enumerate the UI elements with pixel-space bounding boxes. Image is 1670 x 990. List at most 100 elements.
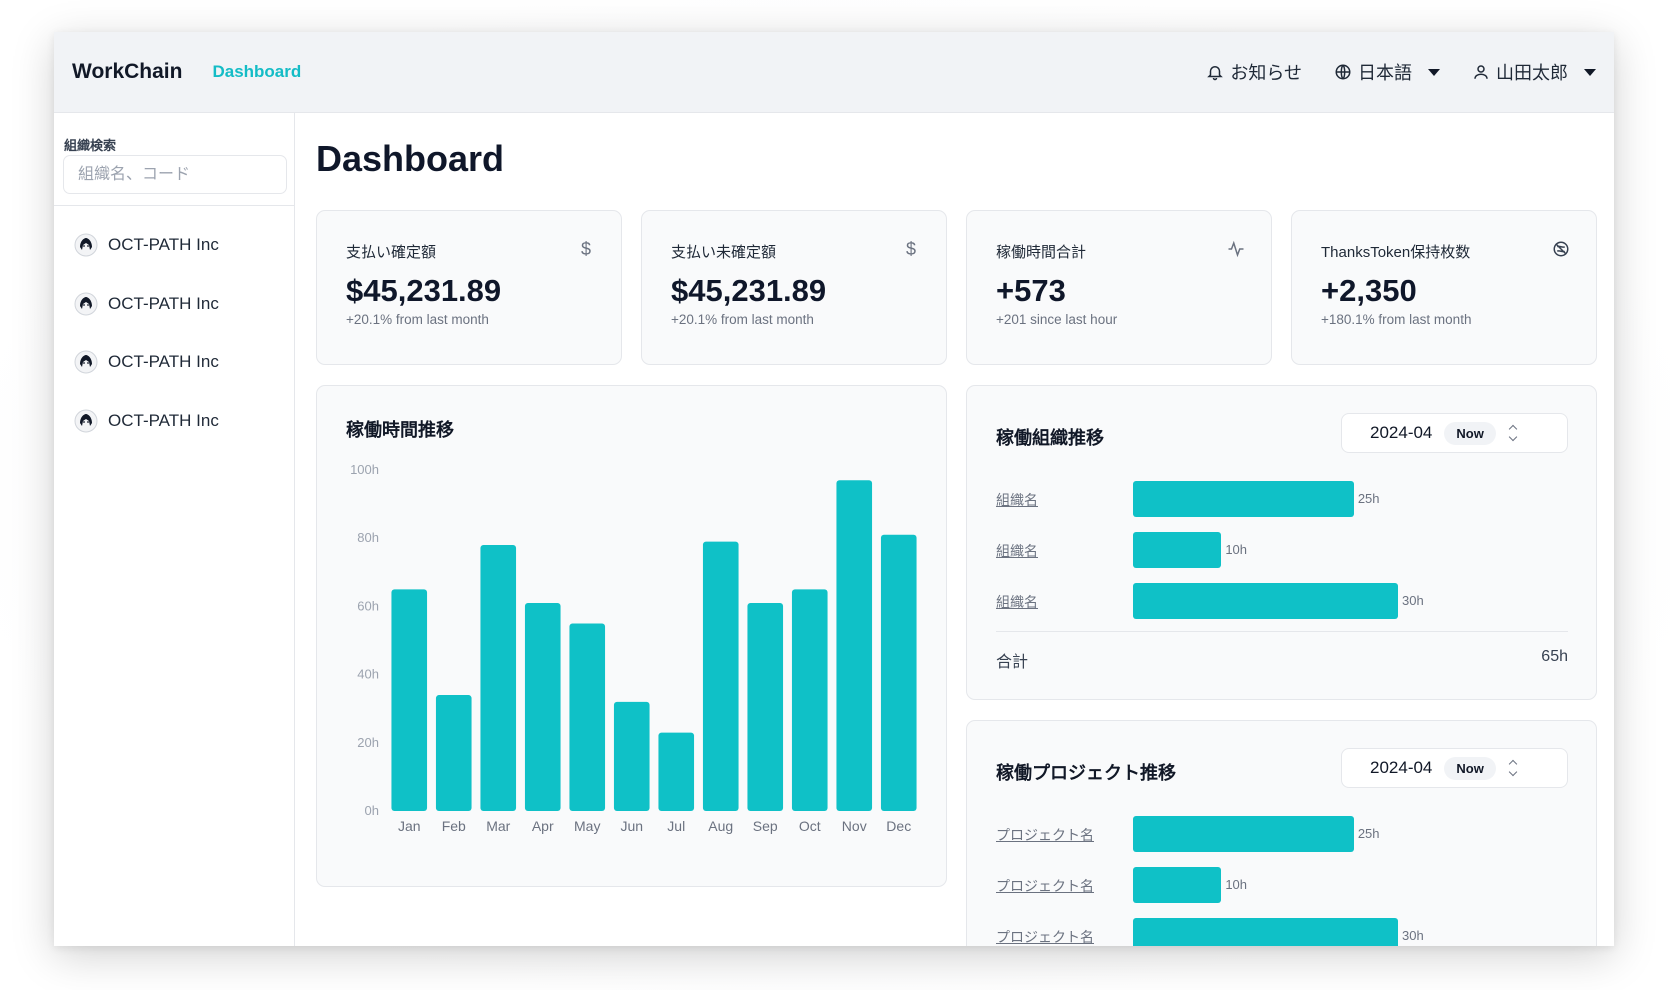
now-badge: Now — [1444, 756, 1496, 780]
x-tick-label: Sep — [753, 818, 778, 834]
brand-logo[interactable]: WorkChain — [72, 60, 183, 83]
project-bar — [1133, 918, 1398, 946]
chart-bar[interactable] — [880, 534, 917, 811]
org-list-item[interactable]: OCT-PATH Inc — [74, 275, 219, 334]
x-tick-label: May — [574, 818, 600, 834]
x-tick-label: Mar — [486, 818, 510, 834]
chart-bar[interactable] — [524, 602, 561, 811]
org-label: OCT-PATH Inc — [108, 293, 219, 313]
avatar-icon — [74, 409, 98, 433]
y-tick-label: 20h — [357, 735, 379, 750]
stat-title: 稼働時間合計 — [996, 244, 1087, 261]
total-divider — [996, 631, 1568, 632]
stat-card-total-hours: 稼働時間合計 +573 +201 since last hour — [966, 210, 1272, 365]
activity-icon — [1228, 240, 1244, 258]
org-bar-row: 組織名 30h — [996, 583, 1556, 619]
hours-chart-title: 稼働時間推移 — [346, 420, 454, 440]
notifications-button[interactable]: お知らせ — [1206, 59, 1302, 85]
x-tick-label: Apr — [532, 818, 554, 834]
chart-bar[interactable] — [480, 545, 517, 811]
hours-chart-card: 稼働時間推移 0h 20h 40h 60h 80h 100h Jan Feb Mar Apr Ma… — [316, 385, 947, 887]
stat-title: 支払い未確定額 — [671, 244, 777, 261]
user-menu-dropdown[interactable]: 山田太郎 — [1472, 59, 1596, 85]
org-hours-card: 稼働組織推移 2024-04 Now 組織名 25h 組織名 10h 組織名 3… — [966, 385, 1597, 700]
globe-icon — [1335, 64, 1351, 80]
org-list-item[interactable]: OCT-PATH Inc — [74, 216, 219, 275]
project-bar — [1133, 867, 1222, 903]
chart-bar[interactable] — [569, 623, 606, 811]
x-tick-label: Jun — [620, 818, 643, 834]
org-name-link[interactable]: 組織名 — [996, 543, 1038, 559]
org-label: OCT-PATH Inc — [108, 352, 219, 372]
stat-change: +180.1% from last month — [1321, 312, 1472, 327]
project-panel-title: 稼働プロジェクト推移 — [996, 763, 1176, 783]
project-bar-row: プロジェクト名 25h — [996, 816, 1556, 852]
user-name-label: 山田太郎 — [1496, 63, 1568, 83]
project-month-select[interactable]: 2024-04 Now — [1341, 748, 1568, 788]
project-bar-row: プロジェクト名 10h — [996, 867, 1556, 903]
y-tick-label: 60h — [357, 598, 379, 613]
stat-value: +573 — [996, 273, 1066, 308]
chart-bar[interactable] — [391, 589, 428, 811]
hours-bar-chart: 0h 20h 40h 60h 80h 100h Jan Feb Mar Apr May Jun Jul… — [350, 462, 917, 834]
x-tick-label: Oct — [799, 818, 821, 834]
org-bar — [1133, 481, 1354, 517]
project-bar-value: 25h — [1357, 826, 1380, 841]
month-value: 2024-04 — [1370, 423, 1433, 442]
y-tick-label: 80h — [357, 530, 379, 545]
chevron-down-icon — [1584, 68, 1596, 76]
now-badge: Now — [1444, 421, 1496, 445]
avatar-icon — [74, 350, 98, 374]
org-name-link[interactable]: 組織名 — [996, 594, 1038, 610]
month-value: 2024-04 — [1370, 758, 1433, 777]
org-name-link[interactable]: 組織名 — [996, 492, 1038, 508]
bell-icon — [1207, 66, 1224, 81]
chevron-up-down-icon — [1508, 424, 1518, 442]
chart-bar[interactable] — [791, 589, 828, 811]
org-list-item[interactable]: OCT-PATH Inc — [74, 392, 219, 451]
org-search-label: 組織検索 — [64, 138, 117, 153]
chart-bar[interactable] — [613, 701, 650, 811]
project-name-link[interactable]: プロジェクト名 — [996, 929, 1094, 945]
org-bar-row: 組織名 10h — [996, 532, 1556, 568]
chevron-down-icon — [1428, 68, 1440, 76]
stat-value: $45,231.89 — [671, 273, 827, 308]
chart-bar[interactable] — [702, 541, 739, 811]
project-bar — [1133, 816, 1354, 852]
project-bar-row: プロジェクト名 30h — [996, 918, 1556, 946]
chart-bar[interactable] — [747, 602, 784, 811]
org-bar-row: 組織名 25h — [996, 481, 1556, 517]
nav-dashboard-link[interactable]: Dashboard — [212, 62, 302, 81]
org-label: OCT-PATH Inc — [108, 410, 219, 430]
x-tick-label: Feb — [442, 818, 466, 834]
stat-change: +20.1% from last month — [346, 312, 489, 327]
top-header: WorkChain Dashboard お知らせ 日本語 山田太郎 — [54, 32, 1614, 113]
dollar-icon: $ — [580, 239, 591, 259]
stat-change: +201 since last hour — [996, 312, 1118, 327]
chart-bar[interactable] — [435, 695, 472, 811]
y-tick-label: 100h — [350, 462, 379, 477]
x-tick-label: Aug — [708, 818, 733, 834]
org-month-select[interactable]: 2024-04 Now — [1341, 413, 1568, 453]
project-name-link[interactable]: プロジェクト名 — [996, 827, 1094, 843]
stat-card-thanks-token: ThanksToken保持枚数 +2,350 +180.1% from last… — [1291, 210, 1597, 365]
sidebar-divider — [54, 205, 294, 206]
org-bar-value: 30h — [1402, 593, 1424, 608]
org-search-input[interactable] — [63, 155, 287, 194]
project-bar-value: 30h — [1402, 928, 1424, 943]
language-dropdown[interactable]: 日本語 — [1334, 59, 1440, 85]
chevron-up-down-icon — [1508, 759, 1518, 777]
stat-change: +20.1% from last month — [671, 312, 814, 327]
project-name-link[interactable]: プロジェクト名 — [996, 878, 1094, 894]
x-tick-label: Jan — [398, 818, 421, 834]
total-label: 合計 — [996, 654, 1029, 671]
org-list-item[interactable]: OCT-PATH Inc — [74, 333, 219, 392]
y-tick-label: 40h — [357, 667, 379, 682]
page-title: Dashboard — [316, 138, 505, 179]
avatar-icon — [74, 292, 98, 316]
chart-bar[interactable] — [658, 732, 695, 811]
stat-value: +2,350 — [1321, 273, 1417, 308]
chart-bar[interactable] — [836, 480, 873, 811]
notifications-label: お知らせ — [1230, 63, 1302, 83]
stat-card-confirmed-payment: 支払い確定額 $ $45,231.89 +20.1% from last mon… — [316, 210, 622, 365]
